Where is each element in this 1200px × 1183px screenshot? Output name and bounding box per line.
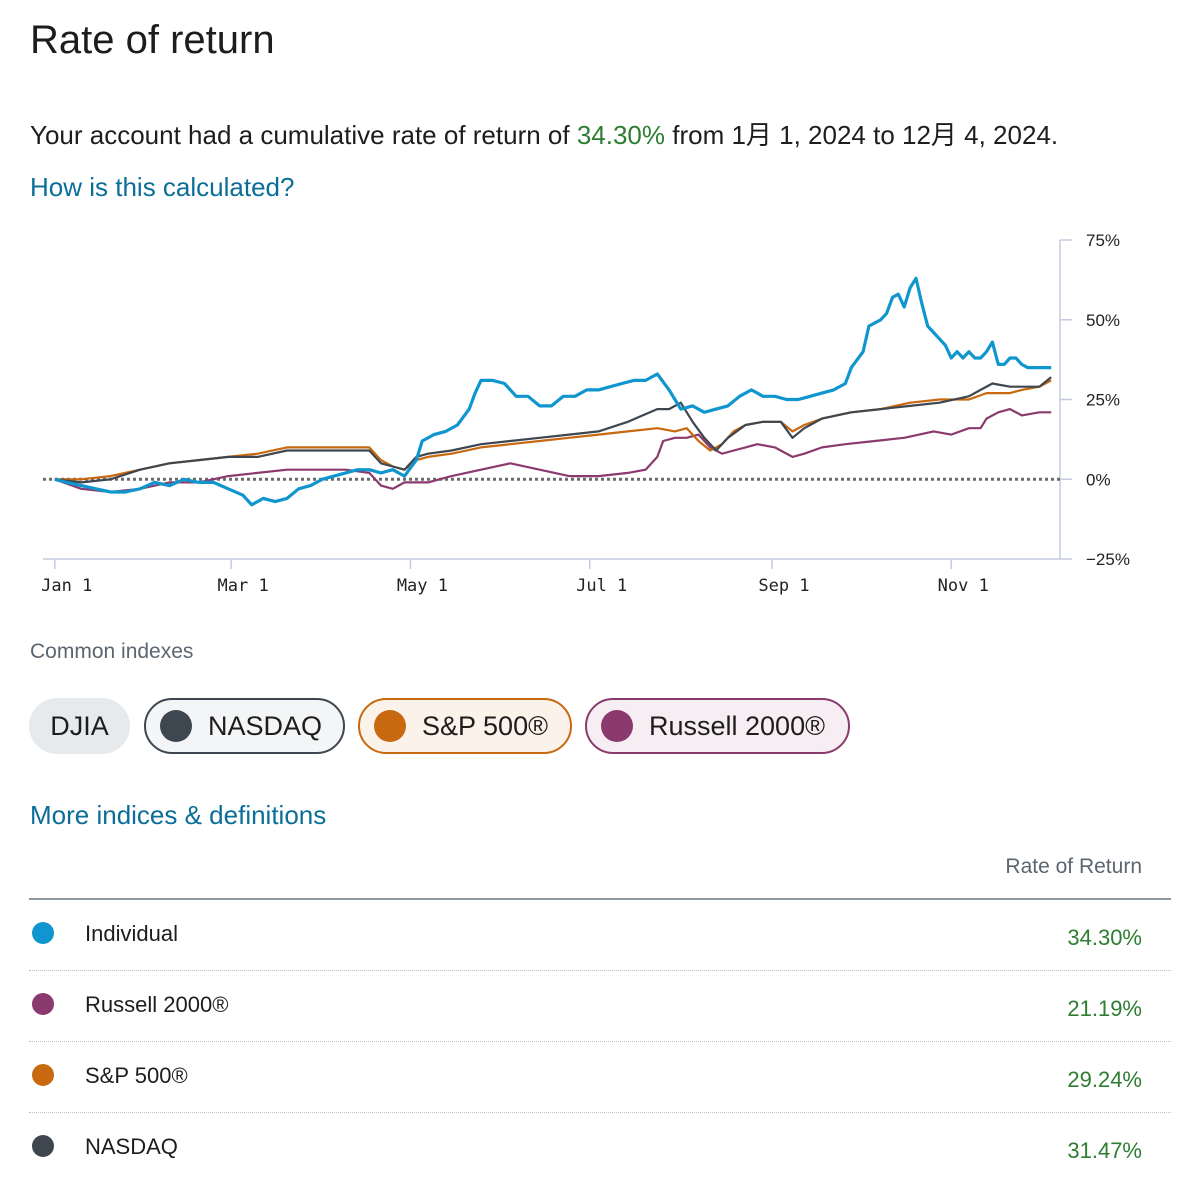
sp500-dot-icon: [374, 710, 406, 742]
series-line-s-p-500: [54, 379, 1052, 481]
y-tick-label: 75%: [1086, 231, 1120, 250]
russell-toggle-label: Russell 2000®: [649, 710, 825, 741]
y-tick-label: −25%: [1086, 550, 1130, 569]
more-indices-link[interactable]: More indices & definitions: [30, 800, 327, 830]
summary-return-value: 34.30%: [576, 120, 665, 150]
returns-table: Individual 34.30% Russell 2000® 21.19% S…: [29, 898, 1171, 1183]
table-row: Russell 2000® 21.19%: [29, 971, 1171, 1042]
x-tick-label: Jan 1: [41, 576, 92, 596]
x-tick-label: Mar 1: [218, 576, 269, 596]
nasdaq-dot-icon: [32, 1135, 54, 1157]
y-tick-label: 25%: [1086, 391, 1120, 410]
individual-dot-icon: [32, 922, 54, 944]
x-tick-label: Sep 1: [758, 576, 809, 596]
x-tick-label: Nov 1: [938, 576, 989, 596]
y-tick-label: 0%: [1086, 470, 1111, 489]
russell-dot-icon: [32, 993, 54, 1015]
row-name: S&P 500®: [85, 1063, 188, 1088]
russell-dot-icon: [601, 710, 633, 742]
x-tick-label: May 1: [397, 576, 448, 596]
nasdaq-toggle-label: NASDAQ: [208, 710, 323, 741]
summary-prefix: Your account had a cumulative rate of re…: [30, 120, 577, 150]
page-title: Rate of return: [30, 18, 275, 62]
row-value: 29.24%: [1067, 1067, 1142, 1092]
y-tick-label: 50%: [1086, 311, 1120, 330]
sp500-toggle[interactable]: S&P 500®: [358, 698, 572, 754]
nasdaq-dot-icon: [160, 710, 192, 742]
table-row: S&P 500® 29.24%: [29, 1042, 1171, 1113]
table-row: NASDAQ 31.47%: [29, 1113, 1171, 1183]
row-name: NASDAQ: [85, 1134, 178, 1159]
series-line-nasdaq: [54, 376, 1052, 484]
series-line-russell-2000: [54, 408, 1052, 494]
how-calculated-link[interactable]: How is this calculated?: [30, 172, 295, 202]
rate-of-return-column-header: Rate of Return: [1005, 855, 1142, 878]
djia-toggle[interactable]: DJIA: [29, 698, 130, 754]
row-value: 34.30%: [1067, 925, 1142, 950]
nasdaq-toggle[interactable]: NASDAQ: [144, 698, 345, 754]
rate-of-return-chart: 75% 50% 25% 0% −25% Jan 1 Mar 1 May 1 Jul 1 Sep 1…: [41, 231, 1130, 596]
row-name: Russell 2000®: [85, 992, 229, 1017]
x-tick-label: Jul 1: [576, 576, 627, 596]
sp500-toggle-label: S&P 500®: [422, 710, 548, 741]
series-line-individual: [54, 276, 1052, 507]
row-value: 31.47%: [1067, 1138, 1142, 1163]
return-summary: Your account had a cumulative rate of re…: [30, 115, 1058, 152]
row-value: 21.19%: [1067, 996, 1142, 1021]
common-indexes-label: Common indexes: [30, 640, 194, 663]
row-name: Individual: [85, 921, 178, 946]
sp500-dot-icon: [32, 1064, 54, 1086]
djia-toggle-label: DJIA: [50, 710, 109, 741]
table-row: Individual 34.30%: [29, 900, 1171, 971]
summary-suffix: from 1月 1, 2024 to 12月 4, 2024.: [665, 120, 1059, 150]
russell-toggle[interactable]: Russell 2000®: [585, 698, 850, 754]
